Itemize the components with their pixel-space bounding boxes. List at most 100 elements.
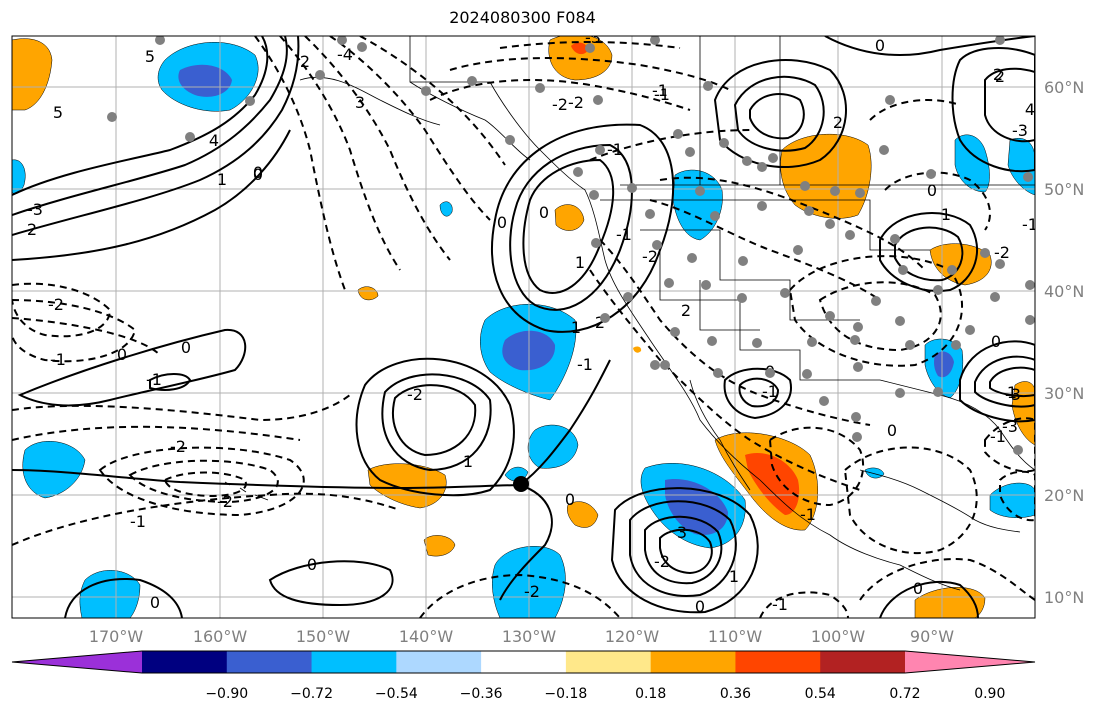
contour-label: 4 xyxy=(1025,100,1035,119)
contour-label: 1 xyxy=(1007,383,1017,402)
colorbar-segment xyxy=(396,651,482,673)
contour-label: -2 xyxy=(552,95,568,114)
lon-tick-label: 160°W xyxy=(193,627,248,646)
contour-label: -1 xyxy=(616,225,632,244)
contour-label: -3 xyxy=(585,28,601,47)
colorbar-tick-label: 0.36 xyxy=(720,686,751,702)
contour-label: 1 xyxy=(729,567,739,586)
contour-label: 2 xyxy=(681,301,691,320)
shade-darkblue-gulf-coast xyxy=(934,351,954,378)
colorbar: −0.90 −0.72 −0.54 −0.36 −0.18 0.18 0.36 0.54 0.7… xyxy=(11,650,1036,702)
contour-label: 2 xyxy=(995,67,1005,86)
contour-label: 1 xyxy=(463,452,473,471)
shade-orange-tiny xyxy=(633,346,642,353)
colorbar-segment xyxy=(820,651,906,673)
contour-labels: 5 5 4 3 2 2 0 -2 -4 -3 -2 -1 -1 0 -2 -1 … xyxy=(27,28,1038,616)
contour-label: -2 xyxy=(407,385,423,404)
contour-label: 3 xyxy=(677,523,687,542)
lon-tick-label: 120°W xyxy=(605,627,660,646)
contour-label: -3 xyxy=(1005,385,1021,404)
latitude-ticks: 60°N 50°N 40°N 30°N 20°N 10°N xyxy=(1044,78,1084,607)
contour-label: 0 xyxy=(875,36,885,55)
contour-label: -1 xyxy=(990,427,1006,446)
contour-label: -2 xyxy=(217,492,233,511)
contours-negative xyxy=(12,36,1035,618)
shade-blue-caribbean xyxy=(989,482,1035,518)
contour-label: 0 xyxy=(887,421,897,440)
lon-tick-label: 90°W xyxy=(910,627,954,646)
contour-label: -3 xyxy=(1012,121,1028,140)
contour-label: 0 xyxy=(253,163,263,182)
contour-label: 0 xyxy=(695,597,705,616)
colorbar-tick-label: −0.72 xyxy=(290,686,333,702)
contour-label: -4 xyxy=(337,45,353,64)
map-frame xyxy=(11,35,1036,619)
contour-label: -1 xyxy=(50,350,66,369)
shade-blue-gulf xyxy=(439,201,453,217)
lon-tick-label: 170°W xyxy=(89,627,144,646)
shade-orange-canada xyxy=(780,133,872,219)
contour-label: -1 xyxy=(762,382,778,401)
longitude-ticks: 170°W 160°W 150°W 140°W 130°W 120°W 110°… xyxy=(89,627,954,646)
contour-label: 0 xyxy=(565,490,575,509)
shade-blue-great-lakes xyxy=(954,134,990,193)
contour-label: 0 xyxy=(307,555,317,574)
contour-label: 0 xyxy=(497,213,507,232)
colorbar-tick-label: −0.90 xyxy=(205,686,248,702)
contour-label: 5 xyxy=(53,103,63,122)
contour-label: -1 xyxy=(577,355,593,374)
lat-tick-label: 30°N xyxy=(1044,384,1084,403)
contour-label: -1 xyxy=(654,85,670,104)
contour-label: 1 xyxy=(575,253,585,272)
shade-blue-southwest xyxy=(79,570,141,618)
lat-tick-label: 50°N xyxy=(1044,180,1084,199)
lat-tick-label: 10°N xyxy=(1044,588,1084,607)
contour-label: -2 xyxy=(170,437,186,456)
lon-tick-label: 100°W xyxy=(811,627,866,646)
contour-label: -2 xyxy=(568,93,584,112)
contour-label: 0 xyxy=(181,338,191,357)
contour-label: -1 xyxy=(800,505,816,524)
contour-label: 1 xyxy=(217,170,227,189)
contour-label: -1 xyxy=(1022,215,1038,234)
colorbar-segment xyxy=(650,651,736,673)
shade-orange-hawaii-ne xyxy=(367,463,447,509)
contour-label: 0 xyxy=(991,332,1001,351)
colorbar-extend-low xyxy=(12,651,142,673)
shade-red-mexico xyxy=(745,452,800,515)
contour-label: 0 xyxy=(253,165,263,184)
map-title: 2024080300 F084 xyxy=(449,8,596,27)
shade-orange-bering xyxy=(548,36,613,81)
lat-tick-label: 20°N xyxy=(1044,486,1084,505)
map-panel: 5 5 4 3 2 2 0 -2 -4 -3 -2 -1 -1 0 -2 -1 … xyxy=(12,28,1038,618)
contour-label: -2 xyxy=(642,247,658,266)
colorbar-tick-label: −0.18 xyxy=(544,686,587,702)
lat-tick-label: 60°N xyxy=(1044,78,1084,97)
colorbar-segment xyxy=(142,651,228,673)
contour-label: 4 xyxy=(209,131,219,150)
shade-blue-hawaii-west xyxy=(22,441,86,499)
contour-label: 2 xyxy=(595,313,605,332)
contour-label: 2 xyxy=(27,220,37,239)
colorbar-tick-label: 0.54 xyxy=(805,686,836,702)
contour-label: -3 xyxy=(1002,417,1018,436)
contour-label: -2 xyxy=(48,295,64,314)
shade-orange-pacific-small-2 xyxy=(423,535,456,557)
shade-orange-nw-corner xyxy=(12,38,53,111)
contour-label: -2 xyxy=(994,243,1010,262)
shade-orange-bc xyxy=(554,204,585,231)
lon-tick-label: 110°W xyxy=(708,627,763,646)
shade-orange-pacific-small xyxy=(567,501,599,528)
contour-label: 1 xyxy=(571,318,581,337)
lon-tick-label: 140°W xyxy=(399,627,454,646)
colorbar-tick-label: 0.90 xyxy=(974,686,1005,702)
shade-orange-southeast xyxy=(1011,381,1035,446)
contour-label: -1 xyxy=(607,140,623,159)
colorbar-segment xyxy=(565,651,652,673)
lon-tick-label: 150°W xyxy=(296,627,351,646)
contour-label: -1 xyxy=(772,595,788,614)
contour-label: -1 xyxy=(130,512,146,531)
colorbar-extend-high xyxy=(905,651,1035,673)
colorbar-tick-label: −0.36 xyxy=(460,686,503,702)
